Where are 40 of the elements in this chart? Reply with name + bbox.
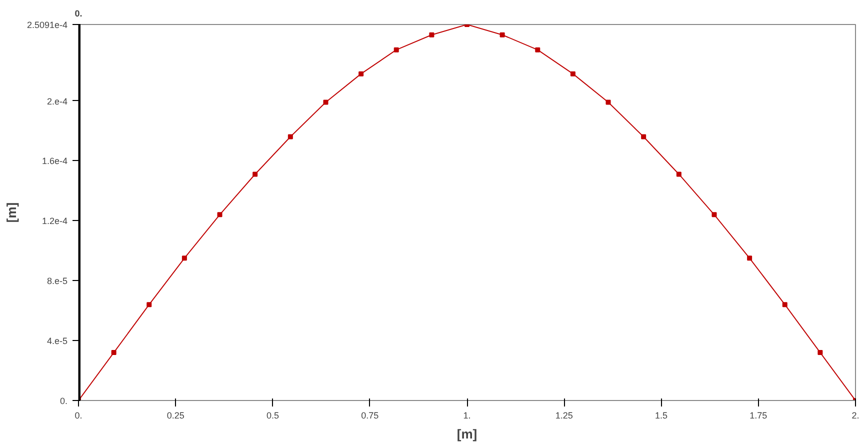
point [500, 32, 505, 38]
x-tick-label: 2. [852, 410, 860, 420]
x-tick-label: 1.75 [750, 410, 768, 420]
point [182, 256, 187, 261]
x-tick-label: 1. [463, 410, 471, 420]
x-tick-label: 0. [74, 410, 82, 420]
y-tick-label: 1.2e-4 [42, 216, 68, 226]
point [641, 134, 646, 140]
point [323, 100, 328, 105]
y-axis-title: [m] [4, 202, 19, 223]
point [252, 172, 258, 177]
point [358, 71, 364, 76]
point [570, 71, 576, 76]
point [606, 100, 611, 105]
x-tick-label: 0.25 [166, 410, 184, 420]
y-tick-label: 4.e-5 [46, 336, 68, 346]
y-tick-label: 2.5091e-4 [26, 20, 68, 30]
y-tick-label: 0. [60, 396, 68, 406]
y-tick-label: 1.6e-4 [42, 156, 68, 166]
point [818, 350, 823, 356]
x-tick-label: 0.5 [266, 410, 280, 420]
y-tick-label: 8.e-5 [46, 276, 68, 286]
point [111, 350, 116, 356]
line-series [78, 24, 856, 400]
point [288, 134, 293, 140]
point [535, 47, 540, 52]
x-tick-label: 0.75 [361, 410, 379, 420]
x-axis-title: [m] [456, 426, 478, 442]
point [429, 32, 434, 38]
point [712, 212, 717, 218]
point [782, 302, 788, 308]
ref-line-label: 0. [74, 8, 82, 18]
point [394, 47, 399, 52]
point [747, 256, 752, 261]
x-tick-label: 1.5 [654, 410, 668, 420]
point [676, 172, 682, 177]
x-tick-label: 1.25 [555, 410, 573, 420]
y-tick-label: 2.e-4 [46, 96, 68, 106]
point [146, 302, 152, 308]
point [217, 212, 222, 218]
